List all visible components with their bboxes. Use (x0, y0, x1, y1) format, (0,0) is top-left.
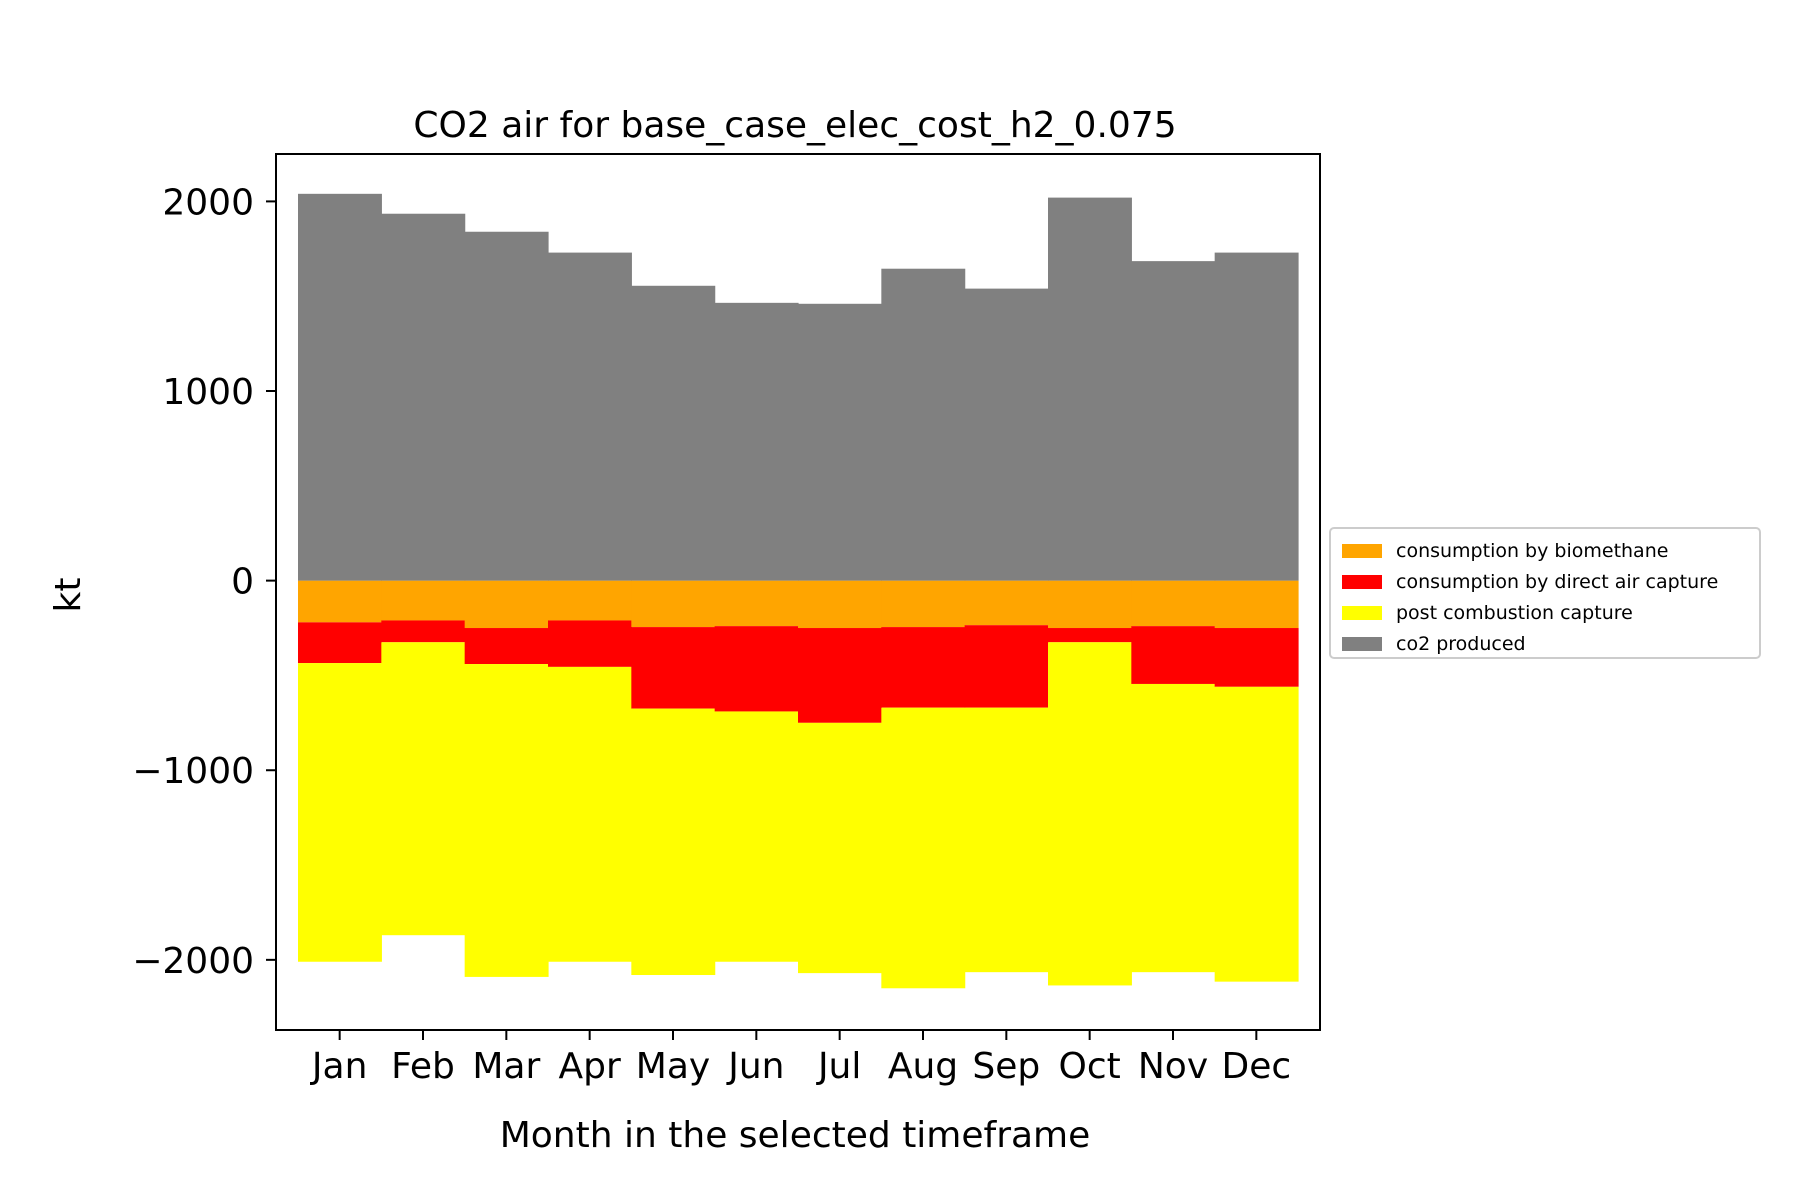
y-tick-label: 2000 (162, 182, 254, 223)
axes-layer: 2000 1000 0 −1000 −2000 Jan Feb Mar Apr May Jun Jul… (132, 153, 1321, 1087)
bar-co2-produced-aug (881, 268, 966, 581)
bar-consumption-by-biomethane-mar (464, 580, 549, 629)
bar-consumption-by-direct-air-capture-mar (464, 628, 549, 665)
bar-consumption-by-direct-air-capture-apr (548, 620, 632, 667)
x-tick-label-may: May (636, 1046, 710, 1087)
x-tick-label-jul: Jul (816, 1046, 861, 1087)
bar-co2-produced-may (631, 285, 716, 581)
bar-co2-produced-nov (1131, 261, 1216, 581)
bar-co2-produced-apr (548, 252, 632, 581)
x-tick-label-dec: Dec (1221, 1046, 1291, 1087)
bar-consumption-by-biomethane-jan (298, 580, 382, 623)
plot-frame (275, 153, 1321, 1031)
bar-co2-produced-jan (298, 193, 382, 581)
bar-consumption-by-direct-air-capture-nov (1131, 626, 1216, 684)
bar-post-combustion-capture-mar (464, 664, 549, 977)
bar-consumption-by-biomethane-feb (381, 580, 466, 621)
bar-consumption-by-biomethane-aug (881, 580, 966, 628)
legend-swatch (1342, 637, 1382, 651)
x-tick-label-jun: Jun (726, 1046, 784, 1087)
bar-co2-produced-jul (798, 303, 882, 581)
bar-post-combustion-capture-aug (881, 707, 966, 989)
legend-swatch (1342, 575, 1382, 589)
legend-label: post combustion capture (1396, 602, 1633, 624)
x-tick-label-feb: Feb (391, 1046, 455, 1087)
legend: consumption by biomethane consumption by … (1329, 527, 1761, 659)
bar-consumption-by-direct-air-capture-dec (1214, 628, 1299, 687)
bar-consumption-by-biomethane-jul (798, 580, 882, 629)
y-axis-label: kt (48, 578, 89, 613)
bar-co2-produced-dec (1214, 252, 1299, 581)
bar-co2-produced-oct (1048, 197, 1132, 581)
bar-post-combustion-capture-nov (1131, 683, 1216, 973)
bar-consumption-by-direct-air-capture-sep (964, 625, 1049, 708)
bar-consumption-by-biomethane-nov (1131, 580, 1216, 627)
bar-post-combustion-capture-apr (548, 666, 632, 962)
bar-consumption-by-direct-air-capture-jul (798, 628, 882, 723)
bar-consumption-by-biomethane-dec (1214, 580, 1299, 629)
bar-consumption-by-biomethane-apr (548, 580, 632, 621)
bar-consumption-by-biomethane-sep (964, 580, 1049, 626)
bar-consumption-by-direct-air-capture-oct (1048, 628, 1132, 643)
x-tick-label-oct: Oct (1059, 1046, 1121, 1087)
x-tick-label-mar: Mar (472, 1046, 540, 1087)
bar-post-combustion-capture-feb (381, 642, 466, 936)
y-tick-label: −1000 (132, 751, 254, 792)
legend-frame (1329, 527, 1761, 659)
bar-co2-produced-sep (964, 288, 1049, 581)
x-tick-label-aug: Aug (888, 1046, 958, 1087)
x-tick-label-nov: Nov (1138, 1046, 1208, 1087)
y-tick-label: −2000 (132, 941, 254, 982)
bar-post-combustion-capture-may (631, 708, 716, 976)
legend-swatch (1342, 606, 1382, 620)
x-tick-label-sep: Sep (972, 1046, 1040, 1087)
x-axis-label: Month in the selected timeframe (500, 1115, 1091, 1156)
y-tick-label: 0 (231, 562, 254, 603)
bar-co2-produced-jun (714, 302, 799, 581)
x-tick-label-apr: Apr (559, 1046, 621, 1087)
x-tick-label-jan: Jan (310, 1046, 368, 1087)
bar-post-combustion-capture-sep (964, 707, 1049, 973)
bar-post-combustion-capture-jan (298, 663, 382, 962)
bar-consumption-by-biomethane-oct (1048, 580, 1132, 629)
chart-title: CO2 air for base_case_elec_cost_h2_0.075 (413, 105, 1176, 146)
bar-consumption-by-direct-air-capture-jan (298, 622, 382, 664)
bar-consumption-by-direct-air-capture-feb (381, 620, 466, 643)
bar-consumption-by-biomethane-may (631, 580, 716, 628)
bar-consumption-by-direct-air-capture-jun (714, 626, 799, 712)
bar-co2-produced-feb (381, 213, 466, 581)
legend-swatch (1342, 544, 1382, 558)
legend-label: consumption by direct air capture (1396, 571, 1718, 593)
bar-consumption-by-direct-air-capture-may (631, 627, 716, 709)
bar-post-combustion-capture-jul (798, 722, 882, 974)
bar-post-combustion-capture-jun (714, 711, 799, 962)
bar-post-combustion-capture-dec (1214, 686, 1299, 982)
bar-consumption-by-direct-air-capture-aug (881, 627, 966, 708)
bar-co2-produced-mar (464, 231, 549, 581)
y-tick-label: 1000 (162, 372, 254, 413)
bar-post-combustion-capture-oct (1048, 642, 1132, 986)
bar-consumption-by-biomethane-jun (714, 580, 799, 627)
legend-label: consumption by biomethane (1396, 540, 1668, 562)
legend-label: co2 produced (1396, 633, 1526, 655)
bars-layer (298, 193, 1299, 989)
